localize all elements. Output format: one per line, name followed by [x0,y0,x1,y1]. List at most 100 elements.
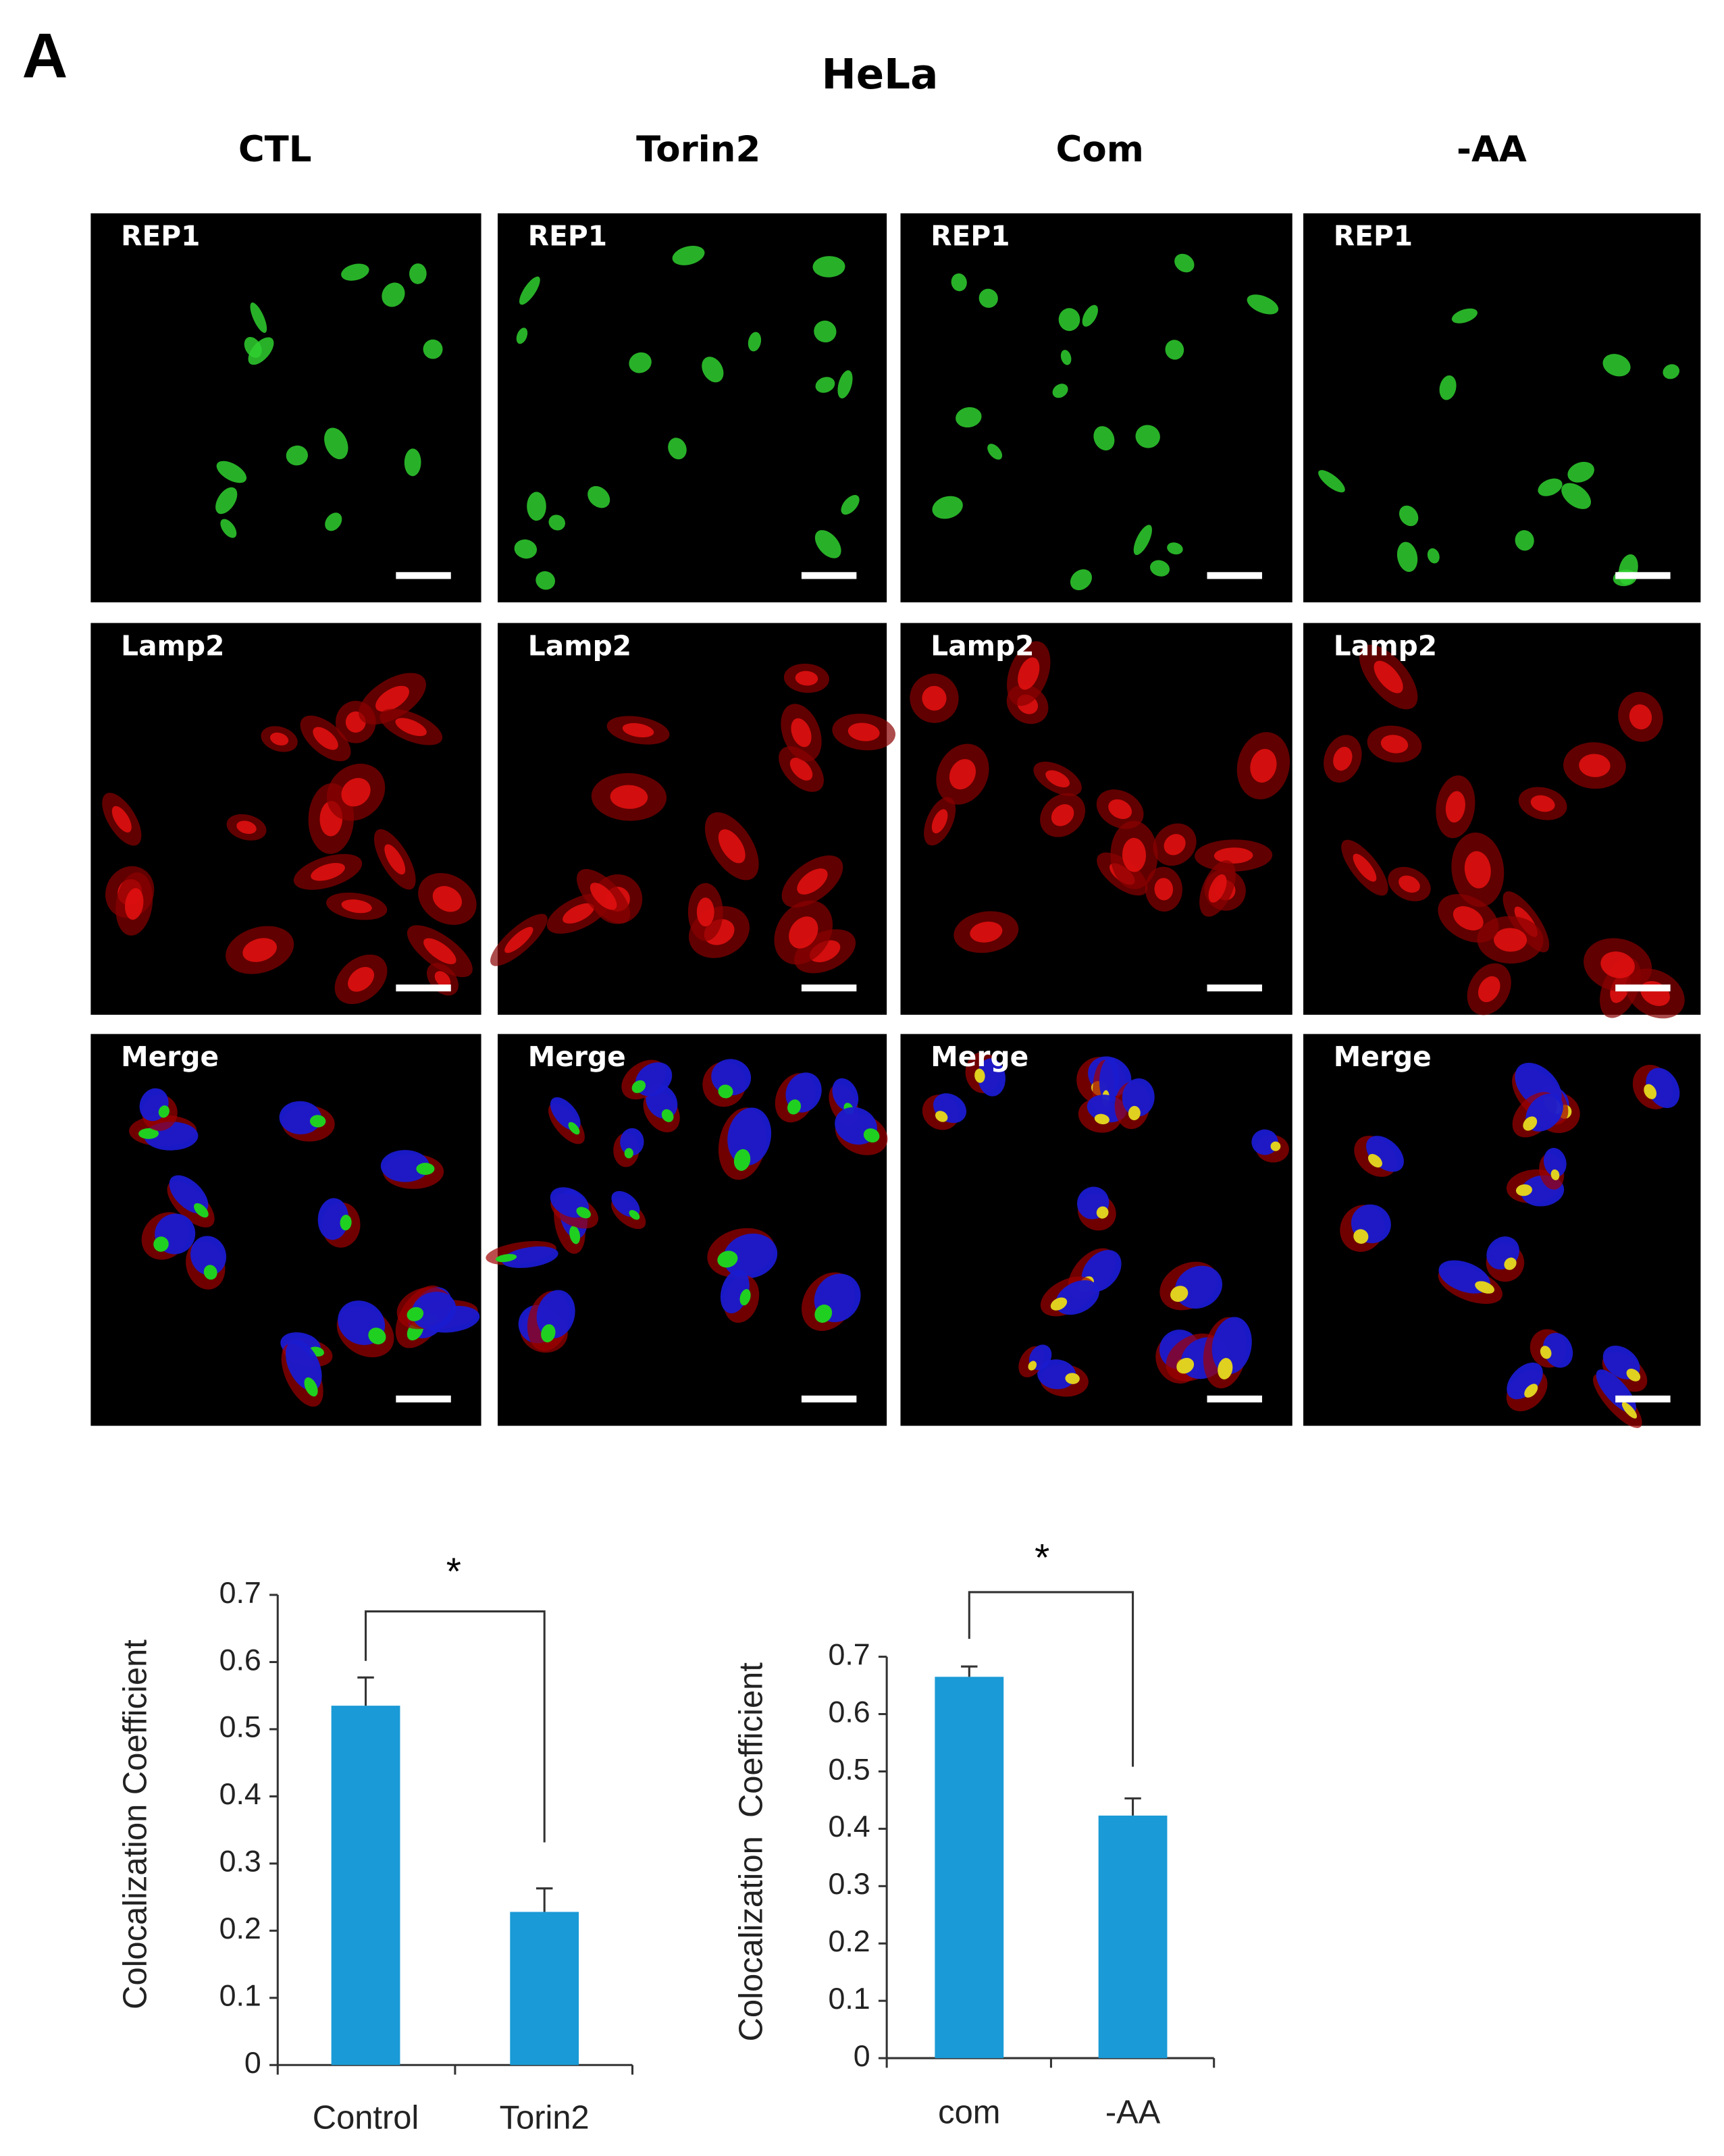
cell-signal [847,722,880,741]
cell-signal [527,492,546,521]
cell-signal [1367,1153,1382,1167]
cell-signal [341,778,371,807]
cell-signal [384,844,406,875]
channel-label: Lamp2 [1334,629,1437,662]
nucleus [1037,1359,1076,1390]
scale-bar [396,1395,451,1402]
nucleus [1055,1280,1099,1315]
cell-signal [541,1324,556,1342]
cell-signal [311,863,345,881]
cell-signal [1427,548,1440,564]
cell-signal [814,530,841,558]
cell-signal [1621,1402,1638,1419]
column-header: Torin2 [636,129,760,170]
cell-signal [718,1084,733,1099]
cell-signal [922,685,947,711]
channel-label: Lamp2 [931,629,1034,662]
figure-title: HeLa [822,51,939,99]
cell-signal [1128,1105,1141,1121]
scale-bar [801,984,857,992]
cell-signal [631,1080,646,1093]
y-tick-label: 0.2 [219,1912,261,1945]
cell-signal [668,438,687,460]
cell-signal [495,1254,517,1263]
cell-signal [931,809,948,834]
cell-signal [375,685,409,712]
image-background [900,623,1292,1015]
channel-label: REP1 [931,220,1010,253]
cell-signal [194,1203,209,1218]
cell-signal [795,671,818,686]
cell-signal [974,1068,985,1083]
micrograph: Merge [900,1034,1292,1426]
cell-signal [1050,1297,1068,1311]
cell-signal [563,903,594,924]
cell-signal [797,868,828,895]
cell-signal [1504,1257,1517,1270]
cell-signal [1052,384,1068,398]
cell-signal [1353,1229,1369,1244]
y-tick-label: 0.6 [828,1695,870,1729]
nucleus [723,1233,778,1279]
cell-signal [395,718,427,737]
cell-signal [951,273,967,292]
cell-signal [815,377,835,393]
cell-signal [841,495,860,515]
cell-signal [1247,294,1279,315]
cell-signal [236,820,257,835]
cell-signal [1154,878,1174,901]
micrograph: REP1 [1303,213,1701,603]
micrograph: Lamp2 [1303,623,1701,1019]
cell-signal [216,461,247,483]
cell-signal [244,336,262,358]
cell-signal [1445,791,1465,823]
cell-signal [1475,1281,1494,1294]
channel-label: Merge [1334,1041,1432,1073]
cell-signal [270,732,289,746]
x-tick-label: com [938,2094,1000,2130]
cell-signal [1464,851,1491,889]
micrograph: Merge [90,1034,481,1426]
cell-signal [1164,834,1186,856]
cell-signal [423,339,443,359]
y-tick-label: 0.7 [828,1637,870,1671]
cell-signal [220,519,237,538]
cell-signal [368,1327,386,1344]
scale-bar [801,1395,857,1402]
nucleus [1122,1078,1155,1117]
cell-signal [286,445,308,466]
channel-label: REP1 [528,220,607,253]
cell-signal [1176,1358,1195,1374]
cell-signal [1380,735,1409,754]
cell-signal [125,888,144,920]
cell-signal [407,1307,424,1321]
channel-label: REP1 [1334,220,1413,253]
cell-signal [1122,837,1147,872]
nucleus [285,1340,322,1391]
cell-signal [215,487,238,515]
micrograph: REP1 [900,213,1292,603]
cell-signal [340,1215,352,1231]
cell-signal [576,1207,591,1219]
scale-bar [396,572,451,579]
channel-label: Merge [528,1041,626,1073]
cell-signal [629,1209,640,1220]
cell-signal [739,1289,751,1306]
nucleus [550,1097,581,1131]
cell-signal [1550,1169,1560,1180]
cell-signal [814,320,837,343]
nucleus [977,1058,1006,1097]
cell-signal [1167,542,1183,555]
cell-signal [956,407,982,428]
y-tick-label: 0.6 [219,1643,261,1677]
cell-signal [702,357,724,383]
cell-signal [382,282,405,307]
cell-signal [1663,364,1680,379]
cell-signal [1028,1361,1037,1371]
x-tick-label: Control [313,2100,419,2136]
scale-bar [1615,572,1671,579]
cell-signal [1058,308,1080,332]
channel-label: Merge [931,1041,1028,1073]
y-axis-label: Colocalization Coefficient [733,1662,770,2042]
